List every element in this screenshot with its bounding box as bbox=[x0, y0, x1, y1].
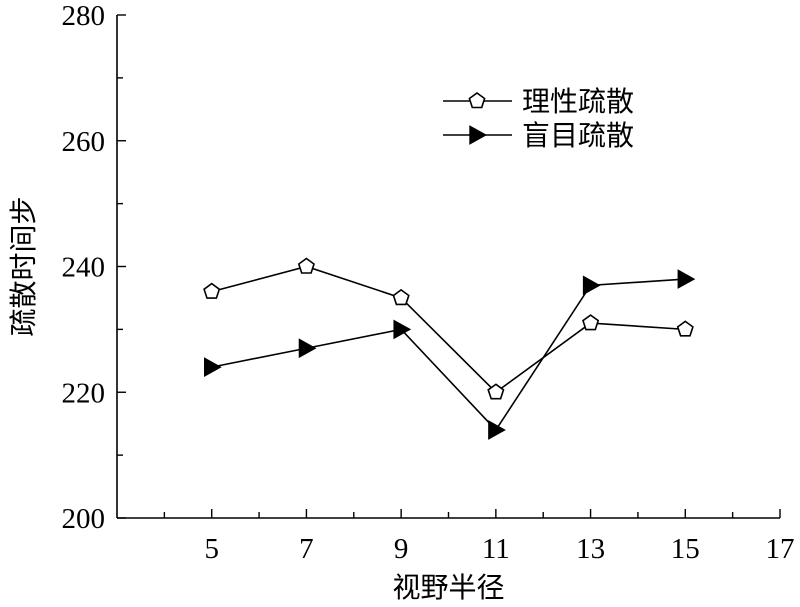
x-tick-label: 17 bbox=[766, 533, 795, 565]
x-tick-label: 11 bbox=[482, 533, 510, 565]
axes bbox=[116, 15, 780, 519]
data-point-pentagon bbox=[203, 282, 221, 299]
legend-label-rational: 理性疏散 bbox=[522, 85, 634, 118]
x-axis-title: 视野半径 bbox=[392, 571, 504, 604]
data-point-triangle bbox=[488, 420, 506, 440]
legend-item-blind: 盲目疏散 bbox=[443, 119, 634, 152]
y-tick-label: 260 bbox=[62, 126, 106, 158]
series-blind bbox=[204, 269, 696, 440]
data-point-pentagon bbox=[582, 314, 600, 331]
data-point-pentagon bbox=[676, 320, 694, 337]
legend-item-rational: 理性疏散 bbox=[443, 85, 634, 118]
ticks: 5 7 9 11 13 15 17 200 220 240 260 280 bbox=[62, 0, 795, 565]
x-tick-label: 13 bbox=[576, 533, 605, 565]
y-tick-label: 240 bbox=[62, 252, 106, 284]
data-point-triangle bbox=[582, 275, 601, 296]
data-point-triangle bbox=[393, 319, 412, 340]
series-line bbox=[211, 278, 686, 432]
x-tick-label: 7 bbox=[299, 533, 314, 565]
series-layer bbox=[203, 257, 696, 440]
data-point-triangle bbox=[204, 357, 222, 377]
data-point-pentagon bbox=[392, 288, 410, 306]
series-rational bbox=[203, 257, 694, 400]
legend: 理性疏散 盲目疏散 bbox=[443, 85, 634, 152]
data-point-pentagon bbox=[487, 383, 505, 400]
legend-marker-pentagon bbox=[468, 92, 486, 109]
y-axis-title: 疏散时间步 bbox=[7, 196, 40, 336]
y-tick-label: 280 bbox=[62, 0, 106, 32]
x-tick-label: 9 bbox=[394, 533, 409, 565]
data-point-pentagon bbox=[297, 257, 315, 274]
x-tick-label: 5 bbox=[204, 533, 219, 565]
legend-label-blind: 盲目疏散 bbox=[522, 119, 634, 152]
legend-marker-triangle bbox=[469, 125, 488, 145]
data-point-triangle bbox=[677, 269, 696, 289]
y-tick-label: 220 bbox=[62, 377, 106, 409]
series-line bbox=[211, 265, 686, 394]
x-tick-label: 15 bbox=[671, 533, 700, 565]
y-tick-label: 200 bbox=[62, 503, 106, 535]
data-point-triangle bbox=[298, 338, 317, 359]
